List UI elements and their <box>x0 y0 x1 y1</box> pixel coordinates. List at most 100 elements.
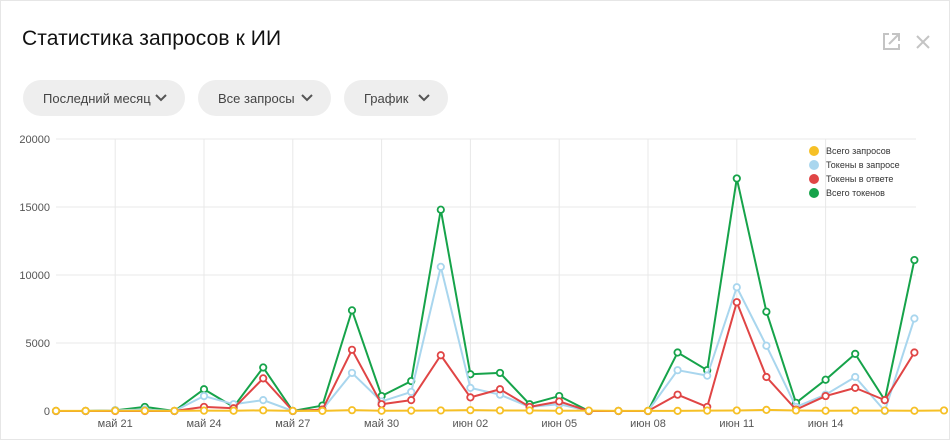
legend-marker <box>809 160 819 170</box>
data-point <box>703 406 712 415</box>
data-point <box>466 393 475 402</box>
data-point <box>732 174 741 183</box>
data-point <box>643 406 653 415</box>
data-point <box>229 406 238 415</box>
data-point <box>436 406 445 415</box>
data-point <box>939 406 949 415</box>
data-point <box>851 383 860 392</box>
data-point <box>880 406 889 415</box>
data-point <box>910 255 919 265</box>
x-tick-label: июн 02 <box>453 418 489 430</box>
chevron-down-icon <box>418 94 430 102</box>
data-point <box>377 400 386 409</box>
data-point <box>288 406 297 415</box>
data-point <box>910 314 919 323</box>
data-point <box>703 371 712 380</box>
data-point <box>880 396 889 405</box>
data-point <box>495 385 505 394</box>
data-point <box>762 341 771 350</box>
legend-label: Токены в запросе <box>826 160 900 170</box>
data-point <box>377 406 386 415</box>
panel-title: Статистика запросов к ИИ <box>22 27 282 50</box>
data-point <box>762 405 771 415</box>
y-tick-label: 15000 <box>19 202 50 214</box>
requests-dropdown-label: Все запросы <box>218 90 295 106</box>
data-point <box>910 406 919 415</box>
data-point <box>762 372 771 382</box>
data-point <box>495 368 505 378</box>
legend-label: Всего запросов <box>826 146 891 156</box>
view-dropdown-label: График <box>364 90 409 106</box>
y-tick-label: 10000 <box>19 270 50 282</box>
data-point <box>259 396 268 405</box>
data-point <box>259 363 268 372</box>
data-point <box>259 406 268 415</box>
data-point <box>199 385 209 394</box>
data-point <box>851 349 860 358</box>
data-point <box>259 374 268 383</box>
data-point <box>821 391 830 401</box>
data-point <box>51 406 61 415</box>
y-tick-label: 5000 <box>26 338 50 350</box>
data-point <box>436 351 445 360</box>
data-point <box>821 406 830 415</box>
data-point <box>555 406 564 415</box>
requests-dropdown[interactable]: Все запросы <box>198 80 331 116</box>
data-point <box>347 406 357 415</box>
data-point <box>791 406 801 415</box>
series-line <box>56 177 916 412</box>
data-point <box>732 298 741 307</box>
data-point <box>199 391 209 401</box>
x-tick-label: май 21 <box>98 418 133 430</box>
data-point <box>851 406 860 415</box>
legend-label: Всего токенов <box>826 188 885 198</box>
data-point <box>525 406 534 415</box>
data-point <box>762 307 771 316</box>
data-point <box>614 406 623 415</box>
line-chart: 0 5000 10000 15000 20000 май 21 май 24 май 27 ма… <box>19 134 949 430</box>
data-point <box>347 345 357 354</box>
period-dropdown-label: Последний месяц <box>43 90 151 106</box>
legend-marker <box>809 146 819 156</box>
data-point <box>673 406 682 415</box>
x-tick-label: июн 08 <box>630 418 666 430</box>
x-tick-label: май 24 <box>186 418 221 430</box>
legend-label: Токены в ответе <box>826 174 893 184</box>
data-point <box>81 406 90 415</box>
data-point <box>199 406 209 415</box>
chevron-down-icon <box>155 94 167 102</box>
data-point <box>407 406 416 415</box>
data-point <box>851 372 860 382</box>
data-point <box>673 348 682 357</box>
close-icon[interactable] <box>912 31 934 53</box>
data-point <box>673 366 682 375</box>
data-point <box>673 390 682 399</box>
data-point <box>910 348 919 357</box>
data-point <box>732 406 741 415</box>
data-point <box>407 387 416 397</box>
data-point <box>466 383 475 392</box>
y-tick-label: 20000 <box>19 134 50 146</box>
x-tick-label: июн 05 <box>541 418 577 430</box>
data-point <box>584 406 593 415</box>
period-dropdown[interactable]: Последний месяц <box>23 80 185 116</box>
data-point <box>436 262 445 271</box>
x-tick-label: май 27 <box>275 418 310 430</box>
data-point <box>318 406 327 415</box>
data-point <box>732 283 741 292</box>
open-in-new-icon[interactable] <box>880 31 902 53</box>
data-point <box>821 375 830 384</box>
series-line <box>56 301 916 412</box>
data-point <box>111 406 120 415</box>
data-point <box>436 205 445 214</box>
data-point <box>466 406 475 415</box>
data-point <box>555 397 564 406</box>
data-point <box>347 368 357 378</box>
legend-marker <box>809 188 819 198</box>
data-point <box>347 306 357 315</box>
data-point <box>407 396 416 405</box>
chevron-down-icon <box>301 94 313 102</box>
view-dropdown[interactable]: График <box>344 80 448 116</box>
y-tick-label: 0 <box>44 406 50 418</box>
